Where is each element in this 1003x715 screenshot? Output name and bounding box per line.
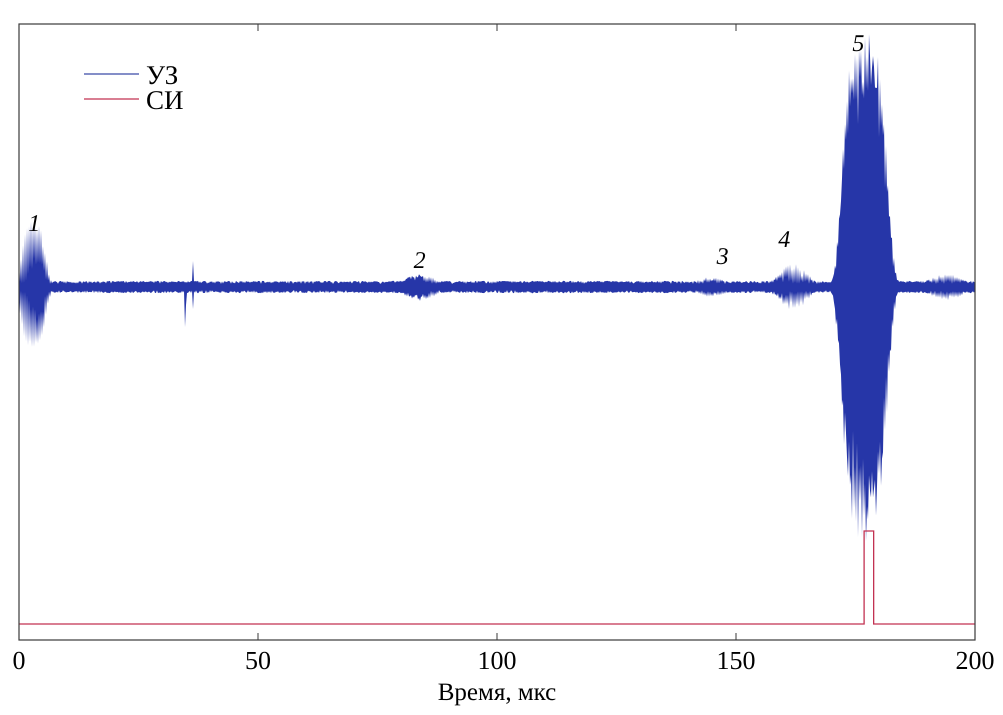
svg-text:1: 1 bbox=[28, 211, 40, 237]
svg-text:200: 200 bbox=[956, 646, 995, 675]
svg-text:3: 3 bbox=[716, 244, 729, 270]
svg-text:СИ: СИ bbox=[146, 85, 184, 115]
svg-text:2: 2 bbox=[414, 248, 426, 274]
svg-text:100: 100 bbox=[478, 646, 517, 675]
svg-text:Время, мкс: Время, мкс bbox=[438, 679, 557, 706]
svg-text:50: 50 bbox=[245, 646, 271, 675]
svg-text:5: 5 bbox=[852, 31, 864, 57]
svg-text:4: 4 bbox=[778, 227, 790, 253]
svg-text:0: 0 bbox=[13, 646, 26, 675]
svg-text:150: 150 bbox=[717, 646, 756, 675]
